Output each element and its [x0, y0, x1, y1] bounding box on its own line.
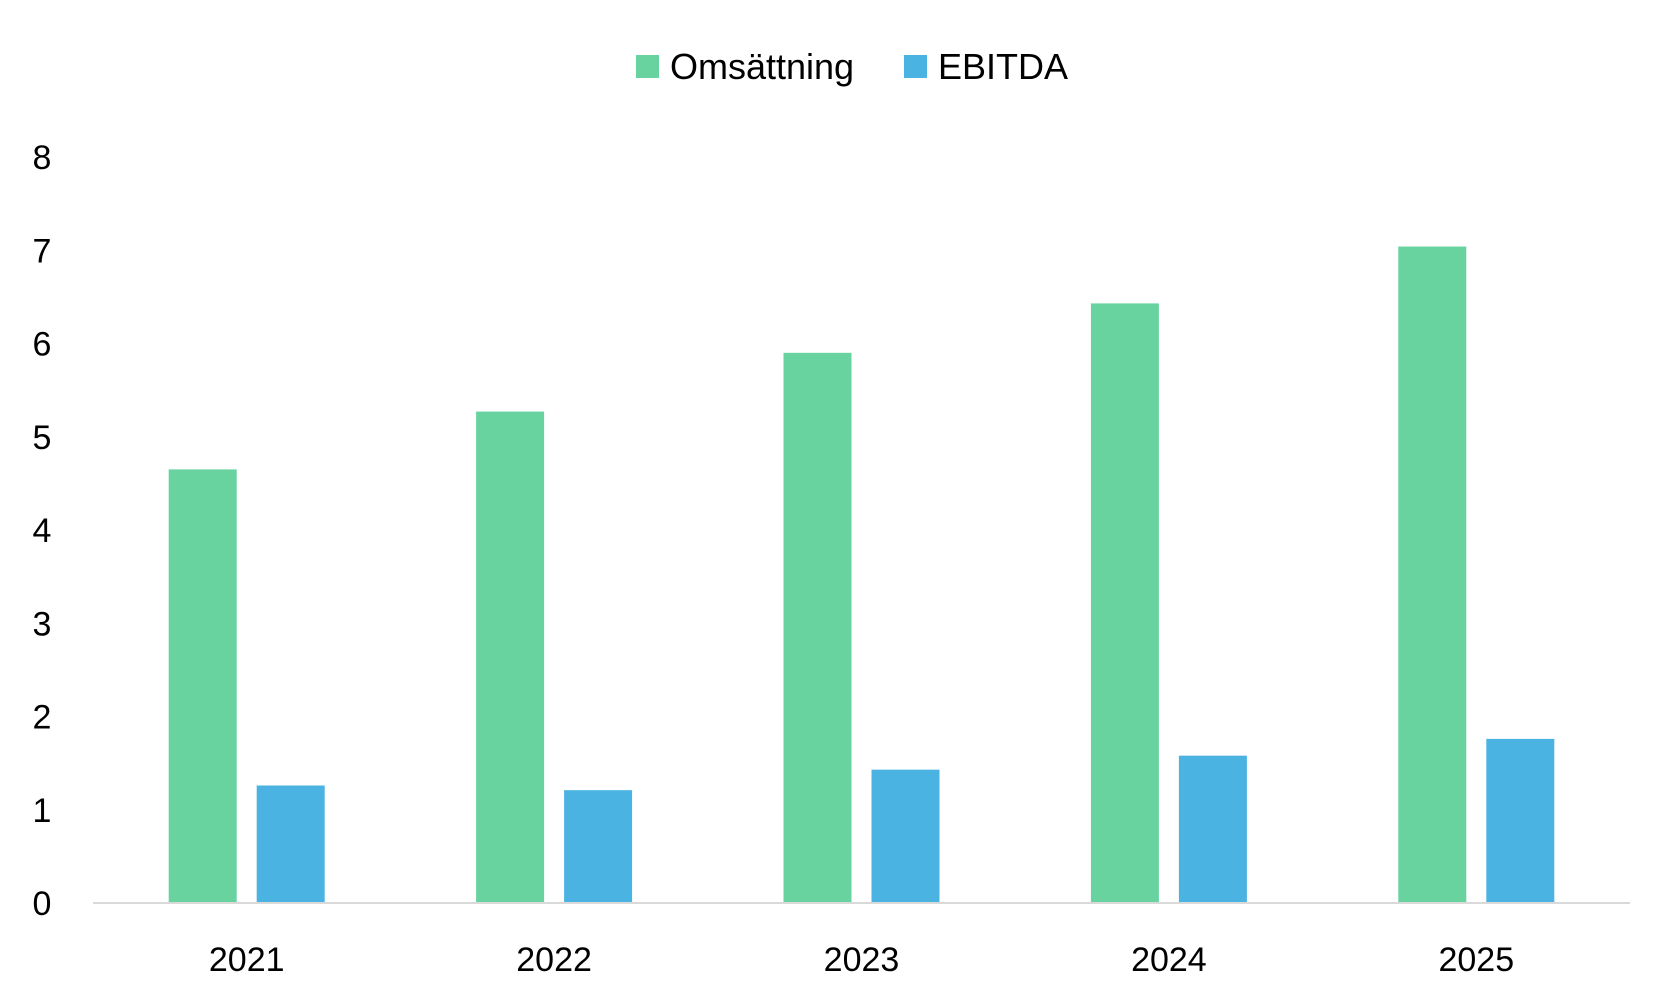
legend-label-omsattning: Omsättning	[670, 46, 854, 87]
bar-ebitda-2024	[1178, 755, 1247, 903]
y-tick-label: 6	[33, 326, 52, 364]
legend-swatch-ebitda	[904, 55, 927, 78]
y-tick-label: 4	[33, 512, 52, 550]
legend-label-ebitda: EBITDA	[938, 46, 1068, 87]
bar-oms-ttning-2021	[168, 469, 237, 903]
bar-ebitda-2022	[564, 790, 633, 903]
x-tick-label: 2024	[1131, 941, 1207, 979]
bar-oms-ttning-2023	[783, 352, 852, 903]
y-axis-ticks: 0 1 2 3 4 5 6 7 8	[33, 139, 52, 923]
bar-oms-ttning-2022	[476, 411, 545, 903]
bar-oms-ttning-2025	[1398, 246, 1467, 903]
bar-ebitda-2025	[1486, 738, 1555, 903]
y-tick-label: 2	[33, 699, 52, 737]
bar-ebitda-2023	[871, 769, 940, 903]
legend: Omsättning EBITDA	[636, 46, 1068, 87]
x-tick-label: 2025	[1438, 941, 1514, 979]
y-tick-label: 5	[33, 419, 52, 457]
legend-swatch-omsattning	[636, 55, 659, 78]
bar-oms-ttning-2024	[1090, 303, 1159, 904]
x-axis-labels: 2021 2022 2023 2024 2025	[209, 941, 1514, 979]
y-tick-label: 8	[33, 139, 52, 177]
y-tick-label: 3	[33, 605, 52, 643]
y-tick-label: 1	[33, 792, 52, 830]
y-tick-label: 7	[33, 232, 52, 270]
x-tick-label: 2021	[209, 941, 285, 979]
x-tick-label: 2023	[824, 941, 900, 979]
bar-ebitda-2021	[256, 785, 325, 903]
y-tick-label: 0	[33, 885, 52, 923]
bars	[168, 246, 1555, 904]
x-tick-label: 2022	[516, 941, 592, 979]
